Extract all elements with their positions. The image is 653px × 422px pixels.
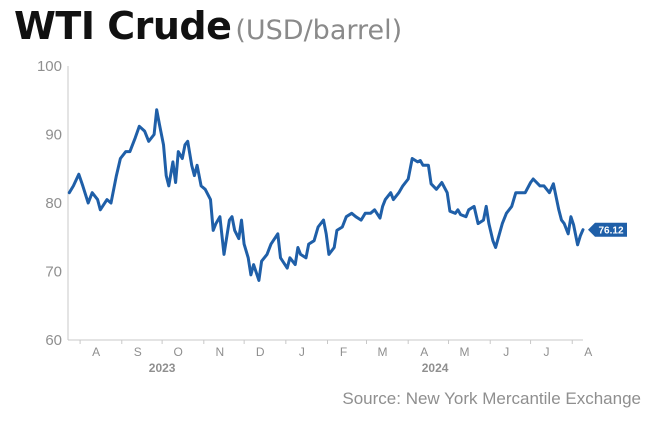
source-note: Source: New York Mercantile Exchange [342, 389, 641, 408]
y-tick-label: 80 [45, 195, 62, 212]
x-tick-label: F [340, 345, 347, 359]
x-tick-label: S [134, 345, 142, 359]
series-layer [67, 108, 585, 282]
x-tick-label: N [215, 345, 224, 359]
chart-title: WTI Crude [14, 4, 232, 48]
x-tick-label: M [378, 345, 388, 359]
x-tick-label: A [92, 345, 100, 359]
x-tick-label: O [173, 345, 182, 359]
chart-subtitle: (USD/barrel) [235, 15, 403, 46]
year-label: 2023 [149, 361, 176, 375]
series-line [67, 108, 585, 282]
x-tick-label: M [460, 345, 470, 359]
year-label: 2024 [422, 361, 449, 375]
y-axis: 60 70 80 90 100 [37, 58, 69, 349]
x-tick-label: D [256, 345, 265, 359]
x-tick-label: A [584, 345, 592, 359]
y-tick-label: 60 [45, 332, 62, 349]
x-tick-label: J [544, 345, 550, 359]
last-value-layer: 76.12 [588, 222, 627, 237]
y-tick-label: 90 [45, 127, 62, 144]
x-axis: A S O N D J F M A M J J A 2023 2024 [68, 339, 592, 375]
x-tick-label: J [299, 345, 305, 359]
y-tick-label: 70 [45, 264, 62, 281]
x-tick-label: A [420, 345, 428, 359]
last-value-marker [588, 222, 627, 237]
y-tick-label: 100 [37, 58, 62, 75]
last-value-label: 76.12 [598, 226, 623, 237]
title-row: WTI Crude (USD/barrel) [14, 4, 402, 48]
x-tick-label: J [503, 345, 509, 359]
